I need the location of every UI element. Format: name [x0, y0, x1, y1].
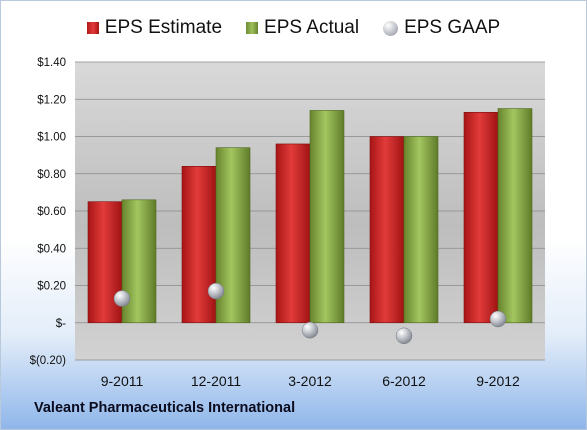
- x-tick-label: 12-2011: [191, 373, 242, 389]
- bar-eps-actual: [497, 108, 533, 324]
- legend-label-eps-gaap: EPS GAAP: [404, 17, 501, 38]
- y-tick-label: $0.40: [37, 243, 66, 255]
- legend: EPS Estimate EPS Actual EPS GAAP: [0, 14, 587, 42]
- bar-eps-actual: [309, 110, 345, 324]
- bar-eps-estimate: [275, 143, 311, 324]
- y-tick-label: $1.20: [37, 94, 66, 106]
- legend-swatch-eps-estimate: [86, 22, 99, 34]
- x-tick-label: 9-2011: [101, 373, 144, 389]
- y-tick-label: $1.40: [37, 57, 66, 69]
- x-tick-label: 3-2012: [288, 373, 332, 389]
- legend-swatch-eps-actual: [246, 22, 259, 34]
- legend-item-eps-gaap: EPS GAAP: [383, 17, 500, 39]
- legend-item-eps-estimate: EPS Estimate: [86, 17, 223, 39]
- marker-eps-gaap: [395, 327, 413, 345]
- x-tick-label: 9-2012: [476, 373, 520, 389]
- legend-swatch-eps-gaap: [383, 20, 399, 36]
- marker-eps-gaap: [113, 290, 131, 307]
- legend-label-eps-estimate: EPS Estimate: [104, 17, 223, 38]
- legend-label-eps-actual: EPS Actual: [264, 17, 360, 38]
- y-tick-label: $-: [56, 318, 66, 330]
- bar-eps-estimate: [181, 166, 217, 324]
- x-tick-label: 6-2012: [382, 373, 426, 389]
- bar-eps-estimate: [369, 136, 405, 324]
- bar-eps-estimate: [463, 111, 499, 324]
- y-tick-label: $(0.20): [30, 355, 67, 367]
- y-tick-label: $0.80: [37, 169, 66, 181]
- marker-eps-gaap: [301, 321, 319, 339]
- y-tick-label: $0.60: [37, 206, 66, 218]
- marker-eps-gaap: [489, 310, 507, 328]
- bar-eps-actual: [403, 136, 439, 324]
- legend-item-eps-actual: EPS Actual: [246, 17, 359, 39]
- y-tick-label: $0.20: [37, 281, 66, 293]
- company-name: Valeant Pharmaceuticals International: [34, 400, 296, 416]
- y-tick-label: $1.00: [37, 132, 66, 144]
- marker-eps-gaap: [207, 282, 225, 300]
